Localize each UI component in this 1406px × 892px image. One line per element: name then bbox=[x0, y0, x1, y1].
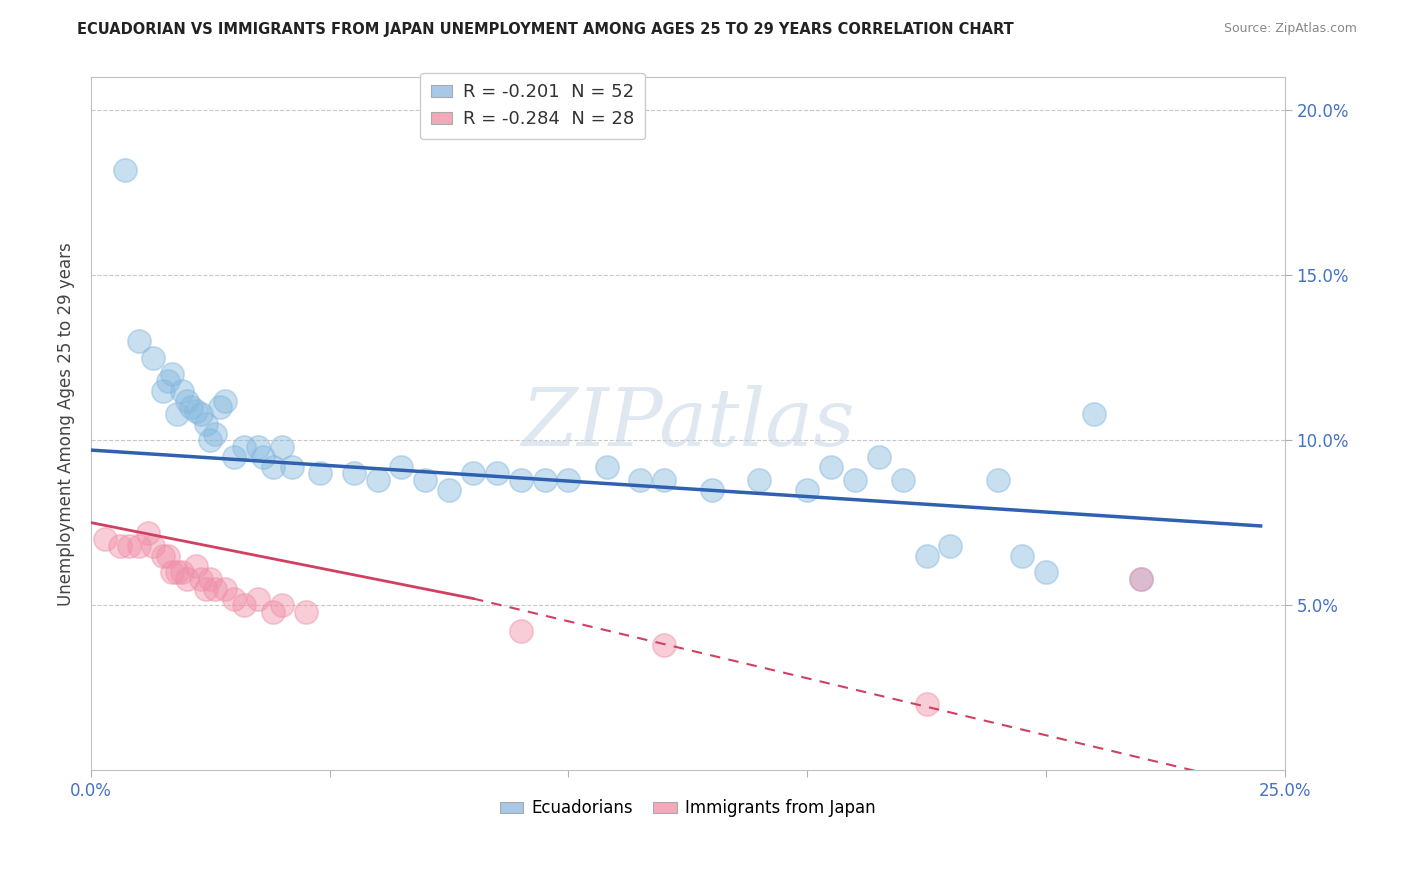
Text: Source: ZipAtlas.com: Source: ZipAtlas.com bbox=[1223, 22, 1357, 36]
Point bbox=[628, 473, 651, 487]
Point bbox=[166, 407, 188, 421]
Legend: Ecuadorians, Immigrants from Japan: Ecuadorians, Immigrants from Japan bbox=[494, 793, 883, 824]
Point bbox=[844, 473, 866, 487]
Point bbox=[343, 466, 366, 480]
Point bbox=[128, 539, 150, 553]
Point bbox=[156, 549, 179, 563]
Point bbox=[94, 532, 117, 546]
Point bbox=[1011, 549, 1033, 563]
Point bbox=[437, 483, 460, 497]
Point bbox=[509, 624, 531, 639]
Point bbox=[128, 334, 150, 349]
Point bbox=[1130, 572, 1153, 586]
Point bbox=[114, 162, 136, 177]
Point bbox=[533, 473, 555, 487]
Point bbox=[176, 572, 198, 586]
Point bbox=[557, 473, 579, 487]
Point bbox=[190, 572, 212, 586]
Point bbox=[214, 582, 236, 596]
Point bbox=[700, 483, 723, 497]
Point bbox=[262, 605, 284, 619]
Point bbox=[1035, 565, 1057, 579]
Point bbox=[200, 434, 222, 448]
Point bbox=[820, 459, 842, 474]
Point bbox=[1083, 407, 1105, 421]
Point bbox=[868, 450, 890, 464]
Point bbox=[748, 473, 770, 487]
Point bbox=[108, 539, 131, 553]
Point bbox=[142, 351, 165, 365]
Point bbox=[142, 539, 165, 553]
Point bbox=[595, 459, 617, 474]
Point bbox=[186, 403, 208, 417]
Point bbox=[204, 426, 226, 441]
Point bbox=[166, 565, 188, 579]
Point bbox=[461, 466, 484, 480]
Point bbox=[939, 539, 962, 553]
Point bbox=[915, 549, 938, 563]
Y-axis label: Unemployment Among Ages 25 to 29 years: Unemployment Among Ages 25 to 29 years bbox=[58, 242, 75, 606]
Point bbox=[280, 459, 302, 474]
Point bbox=[224, 450, 246, 464]
Point bbox=[194, 582, 217, 596]
Point bbox=[891, 473, 914, 487]
Point bbox=[309, 466, 332, 480]
Point bbox=[413, 473, 436, 487]
Point bbox=[224, 591, 246, 606]
Point bbox=[485, 466, 508, 480]
Text: ECUADORIAN VS IMMIGRANTS FROM JAPAN UNEMPLOYMENT AMONG AGES 25 TO 29 YEARS CORRE: ECUADORIAN VS IMMIGRANTS FROM JAPAN UNEM… bbox=[77, 22, 1014, 37]
Point bbox=[367, 473, 389, 487]
Point bbox=[915, 697, 938, 711]
Point bbox=[509, 473, 531, 487]
Point bbox=[796, 483, 818, 497]
Point bbox=[271, 598, 294, 612]
Point bbox=[118, 539, 141, 553]
Point bbox=[176, 393, 198, 408]
Point bbox=[190, 407, 212, 421]
Point bbox=[987, 473, 1010, 487]
Point bbox=[152, 384, 174, 398]
Point bbox=[162, 565, 184, 579]
Point bbox=[156, 374, 179, 388]
Point bbox=[232, 598, 254, 612]
Point bbox=[214, 393, 236, 408]
Point bbox=[208, 401, 231, 415]
Point bbox=[194, 417, 217, 431]
Point bbox=[652, 638, 675, 652]
Point bbox=[652, 473, 675, 487]
Text: ZIPatlas: ZIPatlas bbox=[522, 385, 855, 462]
Point bbox=[200, 572, 222, 586]
Point bbox=[186, 558, 208, 573]
Point bbox=[247, 440, 270, 454]
Point bbox=[232, 440, 254, 454]
Point bbox=[252, 450, 274, 464]
Point bbox=[1130, 572, 1153, 586]
Point bbox=[170, 565, 193, 579]
Point bbox=[262, 459, 284, 474]
Point bbox=[152, 549, 174, 563]
Point bbox=[271, 440, 294, 454]
Point bbox=[162, 368, 184, 382]
Point bbox=[391, 459, 413, 474]
Point bbox=[247, 591, 270, 606]
Point bbox=[295, 605, 318, 619]
Point bbox=[204, 582, 226, 596]
Point bbox=[138, 525, 160, 540]
Point bbox=[180, 401, 202, 415]
Point bbox=[170, 384, 193, 398]
